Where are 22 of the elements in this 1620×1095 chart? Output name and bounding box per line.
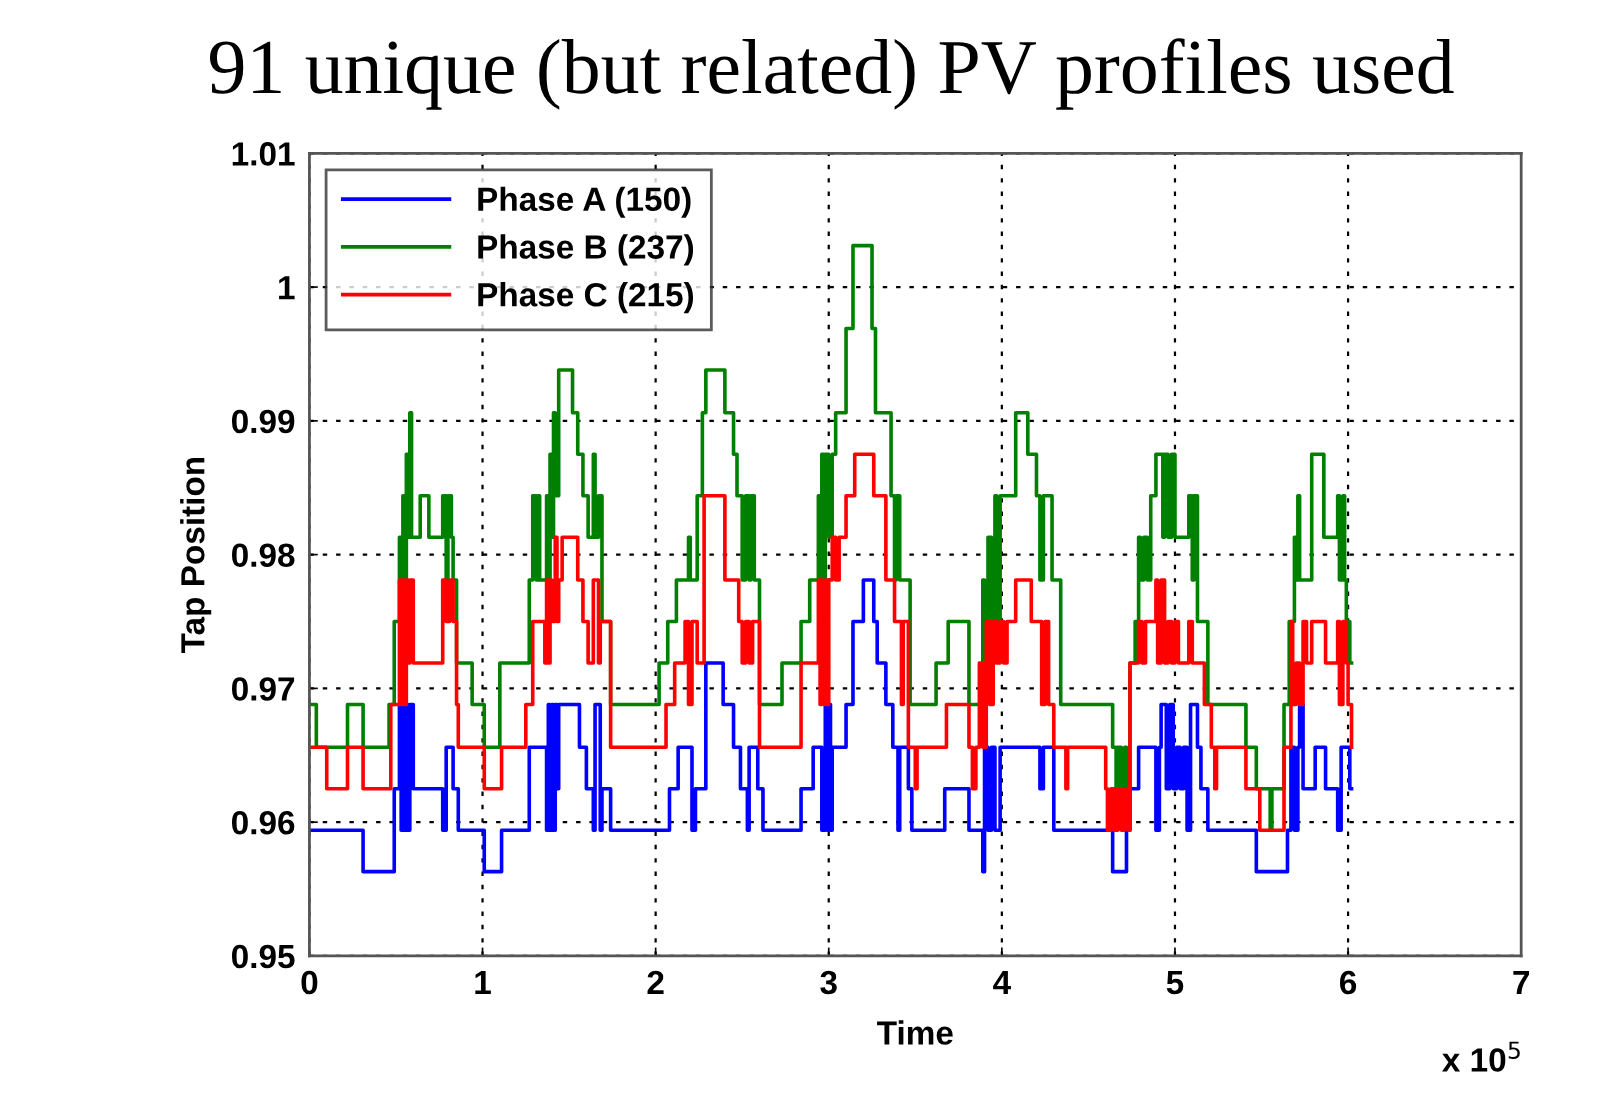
y-tick-label: 0.99	[231, 409, 295, 434]
y-axis-title: Tap Position	[180, 457, 212, 654]
legend-label: Phase B (237)	[478, 234, 694, 266]
x-tick-label: 1	[475, 971, 491, 994]
legend-label: Phase C (215)	[478, 282, 694, 314]
y-tick-label: 0.95	[231, 944, 295, 969]
y-tick-label: 0.96	[231, 810, 295, 835]
x-tick-label: 6	[1340, 970, 1357, 995]
x-tick-label: 7	[1513, 971, 1529, 994]
legend-label: Phase A (150)	[478, 186, 691, 218]
chart-title: 91 unique (but related) PV profiles used	[210, 38, 1454, 110]
x-tick-label: 5	[1166, 971, 1184, 995]
y-tick-label: 0.97	[231, 677, 295, 701]
y-tick-label: 1	[279, 276, 295, 300]
x-tick-label: 0	[301, 970, 318, 995]
y-tick-label: 0.98	[231, 543, 295, 568]
x-tick-label: 3	[820, 970, 837, 995]
y-tick-label: 1.01	[232, 142, 295, 166]
x-axis-title: Time	[877, 1020, 953, 1045]
x-tick-label: 4	[993, 971, 1011, 994]
x-tick-label: 2	[647, 970, 664, 994]
text: x 10$^{5}$	[1442, 1041, 1520, 1072]
